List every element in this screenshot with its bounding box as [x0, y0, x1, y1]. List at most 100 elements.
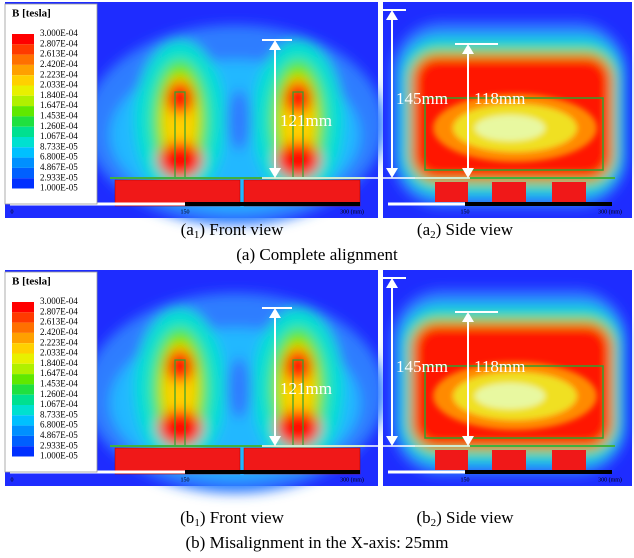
legend-swatch [12, 302, 34, 312]
panel-caption: (b2) Side view [416, 508, 514, 529]
figure: 0 150 300 (mm) 121mm 150 300 (mm) 118mm 145mm B … [0, 0, 634, 558]
dimension-label: 121mm [280, 379, 332, 398]
legend-label: 2.420E-04 [40, 327, 78, 337]
panel-caption: (a2) Side view [417, 220, 514, 241]
magnet [492, 182, 526, 202]
legend-label: 1.647E-04 [40, 100, 78, 110]
legend-swatch [12, 178, 34, 188]
field-zone [276, 410, 320, 446]
legend-label: 4.867E-05 [40, 162, 78, 172]
legend-label: 2.223E-04 [40, 337, 78, 347]
legend-label: 2.933E-05 [40, 172, 78, 182]
legend-swatch [12, 75, 34, 85]
magnet [435, 450, 468, 470]
caption-part: ) Side view [436, 220, 514, 239]
magnet [552, 182, 586, 202]
field-zone [166, 350, 194, 382]
legend-label: 3.000E-04 [40, 28, 78, 38]
legend-swatch [12, 323, 34, 333]
legend-swatch [12, 147, 34, 157]
scale-label: 300 (mm) [340, 476, 364, 483]
legend-swatch [12, 333, 34, 343]
field-zone [475, 115, 545, 141]
legend-label: 1.000E-05 [40, 183, 78, 193]
field-zone [166, 82, 194, 114]
scale-label: 150 [461, 477, 470, 483]
row: 0 150 300 (mm) 121mm 150 300 (mm) 118mm 145mm B … [5, 270, 632, 493]
scale-label: 300 (mm) [340, 208, 364, 215]
legend-label: 6.800E-05 [40, 152, 78, 162]
legend-label: 1.067E-04 [40, 399, 78, 409]
legend-swatch [12, 127, 34, 137]
legend-label: 1.453E-04 [40, 378, 78, 388]
row-caption: (a) Complete alignment [236, 245, 398, 264]
legend-swatch [12, 34, 34, 44]
scale-label: 300 (mm) [598, 208, 622, 215]
legend-label: 2.033E-04 [40, 348, 78, 358]
legend-label: 1.260E-04 [40, 389, 78, 399]
legend-label: 2.807E-04 [40, 38, 78, 48]
legend-swatch [12, 168, 34, 178]
legend-swatch [12, 446, 34, 456]
legend-swatch [12, 395, 34, 405]
row-caption: (b) Misalignment in the X-axis: 25mm [186, 533, 449, 552]
magnet [435, 182, 468, 202]
dimension-label: 145mm [396, 357, 448, 376]
field-zone [276, 142, 320, 178]
legend-label: 6.800E-05 [40, 420, 78, 430]
legend-label: 1.067E-04 [40, 131, 78, 141]
field-zone [284, 82, 312, 114]
legend: B [tesla]3.000E-042.807E-042.613E-042.42… [5, 4, 97, 204]
legend-label: 1.453E-04 [40, 110, 78, 120]
legend-label: 2.420E-04 [40, 59, 78, 69]
scale-label: 0 [11, 477, 14, 483]
dimension-label: 118mm [474, 89, 525, 108]
legend-swatch [12, 44, 34, 54]
dimension-label: 121mm [280, 111, 332, 130]
legend-label: 1.260E-04 [40, 121, 78, 131]
legend-label: 3.000E-04 [40, 296, 78, 306]
legend-label: 4.867E-05 [40, 430, 78, 440]
legend-swatch [12, 106, 34, 116]
legend-label: 2.807E-04 [40, 306, 78, 316]
scale-label: 150 [181, 209, 190, 215]
field-zone [227, 90, 251, 150]
legend-title: B [tesla] [12, 276, 51, 288]
legend-swatch [12, 374, 34, 384]
legend-swatch [12, 354, 34, 364]
caption-part: ) Front view [199, 220, 284, 239]
legend-label: 2.933E-05 [40, 440, 78, 450]
caption-part: ) Side view [436, 508, 514, 527]
legend-swatch [12, 158, 34, 168]
magnet [492, 450, 526, 470]
legend-title: B [tesla] [12, 8, 51, 20]
legend-swatch [12, 436, 34, 446]
panel-caption: (b1) Front view [180, 508, 284, 529]
legend: B [tesla] 3.000E-042.807E-042.613E-042.42… [5, 272, 97, 472]
caption-part: (a [181, 220, 195, 239]
legend-label: 1.840E-04 [40, 358, 78, 368]
dimension-label: 145mm [396, 89, 448, 108]
legend-swatch [12, 65, 34, 75]
scale-label: 150 [181, 477, 190, 483]
field-zone [158, 410, 202, 446]
legend-label: 1.647E-04 [40, 368, 78, 378]
legend-swatch [12, 384, 34, 394]
legend-label: 8.733E-05 [40, 141, 78, 151]
legend-label: 2.033E-04 [40, 80, 78, 90]
side-view: 150 300 (mm) 118mm [383, 270, 632, 486]
legend-label: 2.613E-04 [40, 317, 78, 327]
legend-label: 1.840E-04 [40, 90, 78, 100]
dimension-label: 118mm [474, 357, 525, 376]
caption-part: (b [180, 508, 194, 527]
legend-swatch [12, 137, 34, 147]
legend-swatch [12, 312, 34, 322]
legend-label: 8.733E-05 [40, 409, 78, 419]
field-zone [284, 350, 312, 382]
scale-label: 300 (mm) [598, 476, 622, 483]
field-zone [227, 358, 251, 418]
legend-label: 2.223E-04 [40, 69, 78, 79]
scale-label: 0 [11, 209, 14, 215]
